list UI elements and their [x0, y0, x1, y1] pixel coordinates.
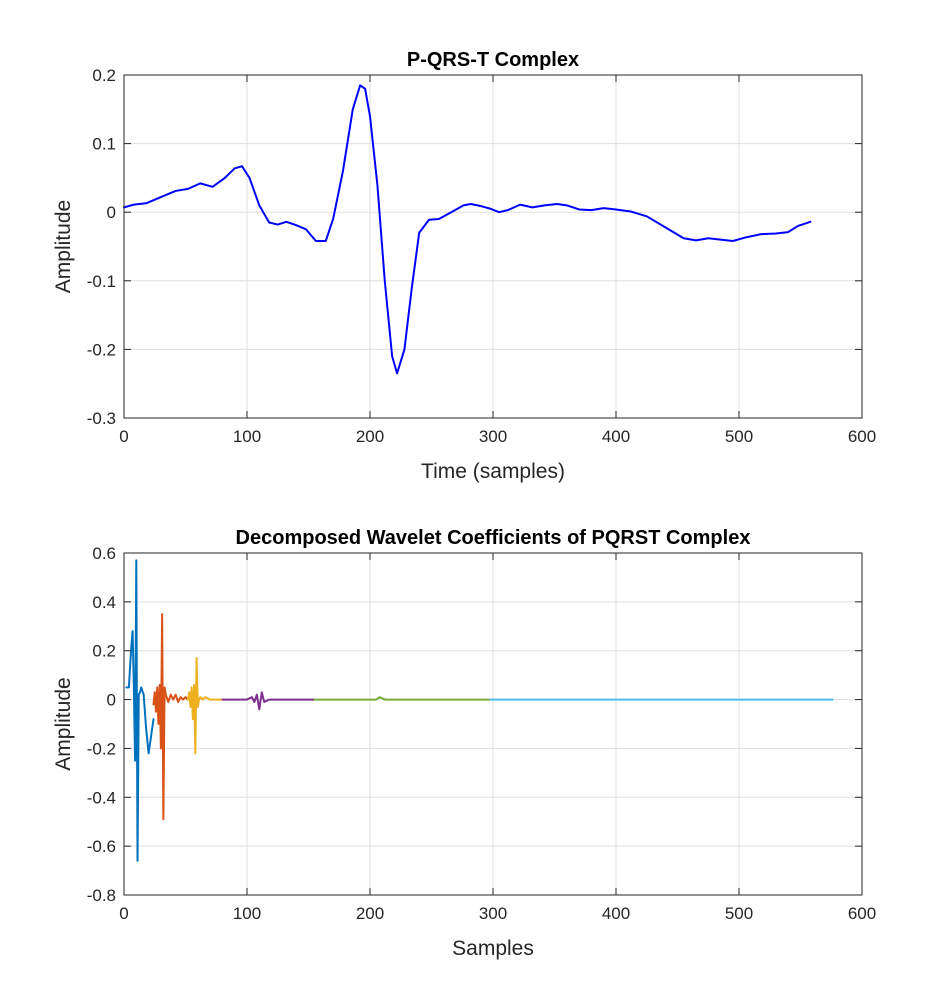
y-tick-label: -0.8 [87, 886, 116, 905]
chart-title: Decomposed Wavelet Coefficients of PQRST… [236, 527, 751, 549]
y-tick-label: 0 [107, 691, 116, 710]
x-tick-label: 500 [725, 904, 753, 923]
y-tick-label: -0.6 [87, 837, 116, 856]
x-axis-label: Time (samples) [421, 460, 565, 483]
y-tick-label: 0.6 [92, 544, 116, 563]
y-tick-label: 0.2 [92, 642, 116, 661]
y-tick-label: -0.1 [87, 272, 116, 291]
x-tick-label: 400 [602, 427, 630, 446]
x-tick-label: 500 [725, 427, 753, 446]
x-tick-label: 300 [479, 904, 507, 923]
y-tick-label: -0.2 [87, 739, 116, 758]
chart-1: 0 100 200 300 400 500 600 -0.3 -0.2 -0.1 0 0.1 0.2 P-… [52, 49, 876, 483]
y-tick-label: 0.1 [92, 135, 116, 154]
chart-title: P-QRS-T Complex [407, 49, 579, 71]
x-axis-label: Samples [452, 937, 534, 960]
x-tick-label: 100 [233, 427, 261, 446]
series-line-1 [123, 84, 812, 375]
y-axis-label: Amplitude [52, 677, 75, 770]
series-line-4 [221, 691, 316, 711]
x-tick-label: 0 [119, 427, 128, 446]
y-axis-label: Amplitude [52, 200, 75, 293]
x-tick-label: 200 [356, 904, 384, 923]
series-line-3 [186, 657, 224, 755]
y-tick-label: -0.4 [87, 788, 116, 807]
series-line-5 [313, 696, 492, 701]
series-line-1 [125, 559, 155, 862]
y-tick-label: 0.2 [92, 66, 116, 85]
x-tick-label: 600 [848, 904, 876, 923]
x-tick-label: 300 [479, 427, 507, 446]
series-line-2 [152, 613, 189, 821]
chart-2: 0 100 200 300 400 500 600 -0.8 -0.6 -0.4 -0.2 0 0.2 0… [52, 527, 876, 960]
x-tick-label: 0 [119, 904, 128, 923]
x-tick-label: 200 [356, 427, 384, 446]
x-tick-label: 100 [233, 904, 261, 923]
y-tick-label: -0.2 [87, 340, 116, 359]
y-tick-label: 0 [107, 203, 116, 222]
x-tick-label: 400 [602, 904, 630, 923]
x-tick-label: 600 [848, 427, 876, 446]
y-tick-label: 0.4 [92, 593, 116, 612]
y-tick-label: -0.3 [87, 409, 116, 428]
